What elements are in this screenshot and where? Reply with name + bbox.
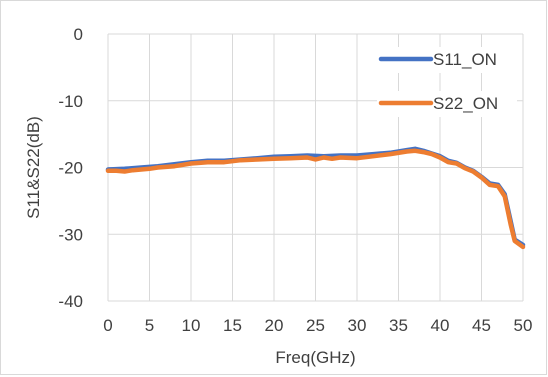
series-layer [105,146,526,250]
y-tick-label: -20 [58,159,83,178]
x-tick-label: 5 [145,316,154,335]
x-axis-ticks: 0 5 10 15 20 25 30 35 40 45 50 [103,316,532,335]
y-axis-title: S11&S22(dB) [24,116,43,219]
y-tick-label: -30 [58,225,83,244]
x-tick-label: 20 [265,316,284,335]
x-tick-label: 30 [348,316,367,335]
x-tick-label: 35 [389,316,408,335]
series-line-s22-on [105,148,526,250]
legend-label: S22_ON [433,94,498,113]
x-tick-label: 0 [103,316,112,335]
x-tick-label: 25 [306,316,325,335]
x-tick-label: 50 [514,316,533,335]
y-tick-label: 0 [74,25,83,44]
x-axis-title: Freq(GHz) [275,348,355,367]
x-tick-label: 40 [431,316,450,335]
legend: S11_ON S22_ON [377,47,517,117]
y-tick-label: -10 [58,92,83,111]
y-tick-label: -40 [58,292,83,311]
x-tick-label: 15 [223,316,242,335]
x-tick-label: 10 [182,316,201,335]
x-tick-label: 45 [472,316,491,335]
y-axis-ticks: 0 -10 -20 -30 -40 [58,25,83,311]
legend-label: S11_ON [433,50,497,69]
